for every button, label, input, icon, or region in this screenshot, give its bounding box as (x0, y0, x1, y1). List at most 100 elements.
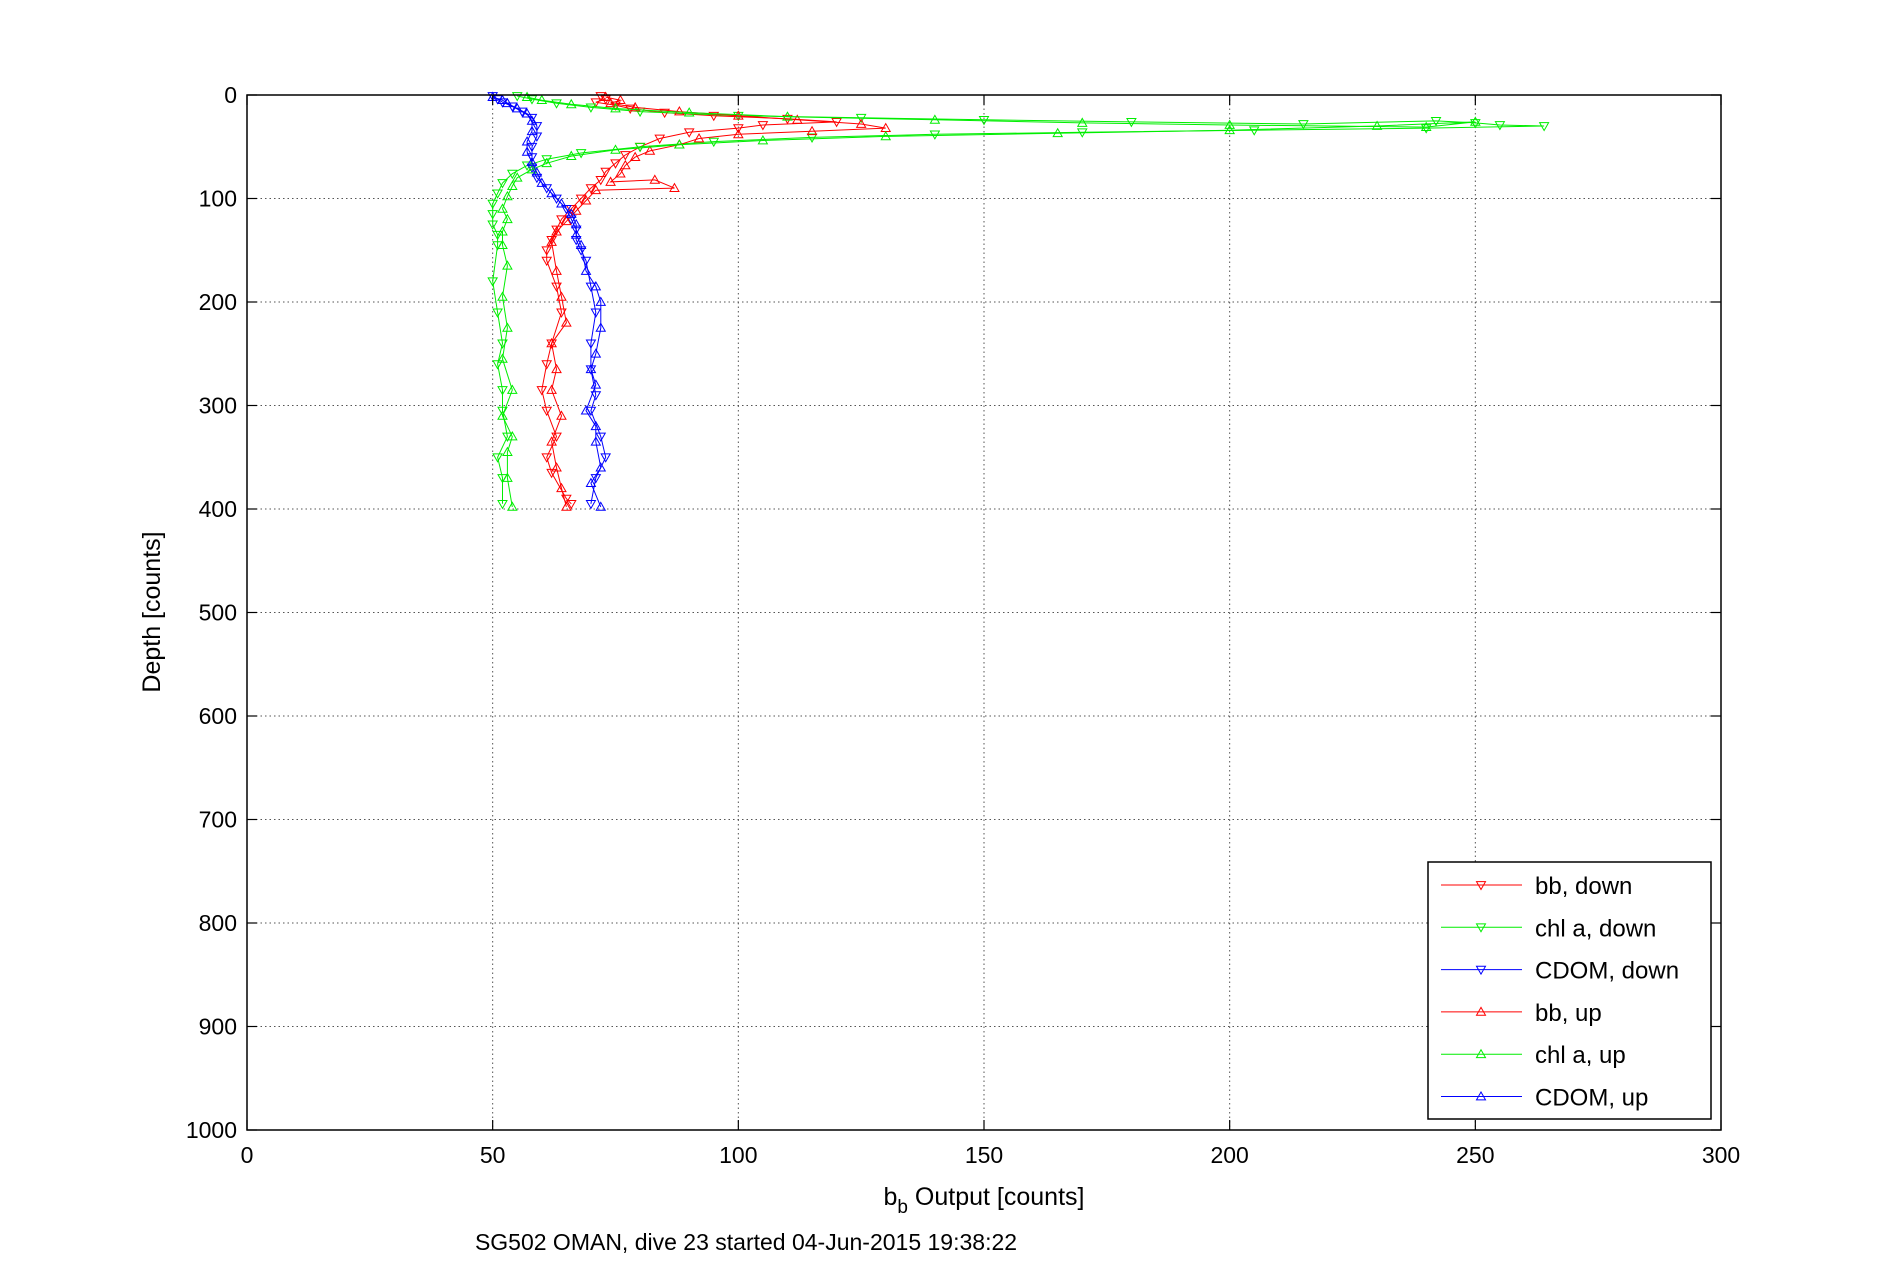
series-layer (487, 91, 1550, 511)
x-tick-label: 150 (965, 1142, 1003, 1168)
data-point (502, 322, 513, 332)
y-tick-label: 800 (199, 910, 237, 936)
data-point (590, 348, 602, 358)
data-point (1469, 119, 1481, 129)
data-point (600, 91, 612, 101)
x-axis-label-main: b (884, 1183, 898, 1211)
data-point (497, 203, 508, 213)
data-point (585, 363, 597, 374)
data-point (600, 453, 612, 463)
data-point (497, 226, 508, 236)
data-point (575, 239, 587, 249)
data-point (1420, 121, 1432, 131)
data-point (590, 280, 602, 291)
data-point (551, 282, 562, 292)
data-point (497, 410, 508, 420)
data-point (757, 121, 769, 131)
data-point (561, 204, 572, 215)
data-point (615, 94, 626, 105)
data-point (497, 386, 508, 396)
data-point (541, 184, 553, 194)
data-point (590, 98, 602, 108)
legend-marker (1475, 1090, 1487, 1101)
data-point (708, 111, 720, 122)
y-tick-label: 1000 (186, 1117, 237, 1143)
data-point (506, 501, 518, 511)
data-point (487, 199, 499, 210)
data-point (551, 363, 562, 374)
data-point (546, 384, 557, 394)
legend-label: chl a, up (1535, 1042, 1626, 1069)
data-point (732, 128, 744, 139)
data-point (556, 410, 567, 420)
data-point (502, 472, 513, 482)
data-point (536, 177, 548, 187)
data-point (619, 159, 631, 170)
data-point (526, 95, 538, 105)
data-point (541, 157, 553, 168)
data-point (806, 125, 818, 136)
data-point (1224, 119, 1236, 129)
data-point (590, 379, 602, 389)
data-point (590, 436, 602, 446)
data-point (546, 337, 557, 348)
data-point (506, 169, 518, 180)
data-point (669, 182, 680, 193)
data-point (580, 195, 592, 205)
data-point (526, 125, 538, 136)
data-point (708, 137, 720, 148)
data-point (732, 124, 744, 134)
data-point (1430, 117, 1442, 127)
legend: bb, down chl a, down CDOM, down bb, up chl a… (1427, 861, 1712, 1120)
data-point (541, 406, 553, 417)
data-point (497, 353, 508, 363)
data-point (497, 499, 508, 510)
data-point (595, 432, 607, 443)
data-point (585, 103, 597, 113)
data-point (506, 431, 518, 441)
legend-marker (1475, 965, 1487, 976)
x-tick-label: 50 (480, 1142, 506, 1168)
data-point (561, 317, 572, 327)
data-point (541, 360, 553, 370)
legend-marker (1475, 881, 1487, 891)
data-point (551, 462, 562, 472)
data-point (506, 180, 518, 190)
legend-label: CDOM, down (1535, 958, 1679, 985)
data-point (531, 167, 543, 177)
x-tick-label: 250 (1456, 1142, 1494, 1168)
y-tick-label: 200 (199, 289, 237, 315)
data-point (556, 198, 567, 208)
data-point (585, 184, 597, 194)
data-point (502, 190, 513, 201)
data-point (546, 187, 557, 198)
data-point (585, 499, 597, 510)
data-point (575, 149, 587, 159)
data-point (595, 501, 607, 511)
data-point (580, 405, 592, 415)
data-point (492, 189, 503, 199)
data-point (610, 102, 621, 113)
data-point (487, 277, 499, 287)
series-line (501, 96, 1476, 507)
data-point (629, 151, 641, 161)
series-line (492, 96, 602, 508)
data-point (649, 174, 661, 184)
data-point (806, 133, 818, 143)
data-point (880, 130, 892, 141)
x-tick-label: 0 (241, 1142, 254, 1168)
data-point (521, 146, 533, 156)
series-2 (487, 92, 1550, 510)
data-point (565, 98, 577, 109)
data-point (502, 446, 513, 456)
data-point (541, 256, 553, 267)
data-point (502, 97, 513, 108)
data-point (511, 102, 523, 113)
data-point (536, 386, 548, 396)
data-point (551, 265, 562, 275)
data-point (556, 215, 567, 225)
data-point (487, 220, 499, 230)
chart-caption: SG502 OMAN, dive 23 started 04-Jun-2015 … (475, 1229, 1017, 1255)
data-point (551, 226, 562, 236)
data-point (561, 215, 572, 226)
